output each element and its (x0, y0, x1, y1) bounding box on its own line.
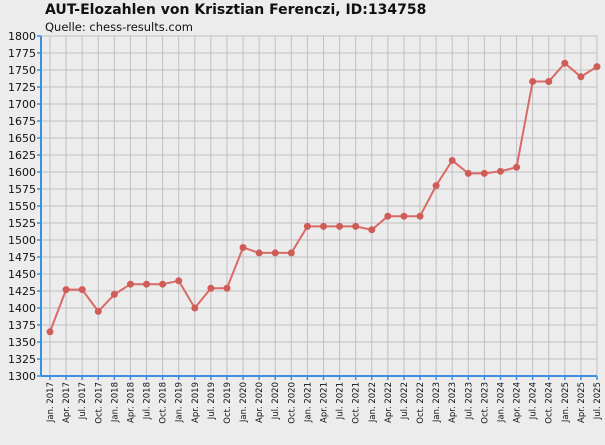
data-point (464, 169, 472, 177)
x-tick-label: Jul. 2019 (207, 382, 217, 420)
x-tick-label: Apr. 2020 (255, 382, 265, 423)
data-point (78, 286, 86, 294)
data-point (432, 182, 440, 190)
y-tick-label: 1725 (8, 81, 36, 94)
axes (37, 35, 598, 380)
y-tick-label: 1550 (8, 200, 36, 213)
x-tick-label: Jan. 2020 (239, 382, 249, 423)
x-tick-label: Jul. 2021 (336, 382, 346, 420)
data-point (496, 167, 504, 175)
x-tick-label: Apr. 2021 (320, 382, 330, 423)
y-tick-label: 1450 (8, 268, 36, 281)
y-tick-label: 1350 (8, 336, 36, 349)
data-point (191, 304, 199, 312)
x-tick-label: Jan. 2017 (46, 382, 56, 423)
y-tick-label: 1300 (8, 370, 36, 383)
y-tick-labels: 1300 1325 1350 1375 1400 1425 1450 1475 1500 1525… (8, 30, 36, 383)
y-tick-label: 1500 (8, 234, 36, 247)
data-point (480, 169, 488, 177)
data-point (110, 290, 118, 298)
y-tick-label: 1325 (8, 353, 36, 366)
y-tick-label: 1650 (8, 132, 36, 145)
x-tick-label: Apr. 2018 (126, 382, 136, 423)
data-point (175, 277, 183, 285)
x-tick-label: Oct. 2021 (352, 382, 362, 424)
data-point (368, 226, 376, 234)
x-tick-label: Jan. 2023 (432, 382, 442, 423)
x-tick-label: Jul. 2020 (271, 382, 281, 420)
data-point (62, 286, 70, 294)
y-tick-label: 1375 (8, 319, 36, 332)
x-tick-label: Jan. 2025 (561, 382, 571, 423)
data-point (271, 249, 279, 257)
data-point (384, 212, 392, 220)
x-tick-label: Jan. 2018 (110, 382, 120, 423)
data-point (448, 156, 456, 164)
series-layer (46, 59, 601, 336)
data-point (94, 307, 102, 315)
x-tick-label: Oct. 2023 (480, 382, 490, 424)
x-tick-label: Oct. 2024 (545, 382, 555, 424)
y-tick-label: 1475 (8, 251, 36, 264)
y-tick-label: 1525 (8, 217, 36, 230)
data-point (46, 328, 54, 336)
data-point (320, 222, 327, 230)
data-point (336, 222, 344, 230)
y-tick-label: 1425 (8, 285, 36, 298)
x-tick-label: Apr. 2022 (384, 382, 394, 423)
x-tick-label: Apr. 2025 (577, 382, 587, 423)
y-tick-label: 1700 (8, 98, 36, 111)
data-point (577, 73, 585, 81)
y-tick-label: 1750 (8, 64, 36, 77)
x-tick-label: Jul. 2018 (143, 382, 153, 420)
x-tick-label: Apr. 2017 (62, 382, 72, 423)
x-tick-label: Oct. 2018 (159, 382, 169, 424)
data-point (126, 280, 134, 288)
grid (41, 35, 598, 377)
y-tick-label: 1400 (8, 302, 36, 315)
data-point (239, 243, 247, 251)
data-point (545, 78, 553, 86)
y-tick-label: 1675 (8, 115, 36, 128)
x-tick-label: Apr. 2024 (513, 382, 523, 423)
data-point (159, 280, 167, 288)
data-point (223, 284, 231, 292)
data-point (529, 78, 537, 86)
data-point (287, 249, 295, 257)
data-point (352, 222, 360, 230)
x-tick-label: Jul. 2023 (464, 382, 474, 420)
data-point (416, 212, 424, 220)
data-point (400, 212, 408, 220)
data-point (561, 59, 569, 67)
chart-subtitle: Quelle: chess-results.com (45, 20, 193, 34)
y-tick-label: 1775 (8, 47, 36, 60)
x-tick-label: Jul. 2017 (78, 382, 88, 420)
x-tick-label: Oct. 2019 (223, 382, 233, 424)
data-point (207, 284, 215, 292)
x-tick-label: Jan. 2024 (496, 382, 506, 423)
y-tick-label: 1600 (8, 166, 36, 179)
chart-title: AUT-Elozahlen von Krisztian Ferenczi, ID… (45, 2, 427, 18)
x-tick-label: Oct. 2017 (94, 382, 104, 424)
x-tick-label: Oct. 2022 (416, 382, 426, 424)
x-tick-label: Apr. 2019 (191, 382, 201, 423)
x-tick-label: Jan. 2019 (175, 382, 185, 423)
x-tick-label: Jan. 2021 (303, 382, 313, 423)
y-tick-label: 1575 (8, 183, 36, 196)
x-tick-label: Jul. 2022 (400, 382, 410, 420)
data-point (255, 249, 263, 257)
x-tick-label: Apr. 2023 (448, 382, 458, 423)
x-tick-label: Jan. 2022 (368, 382, 378, 423)
data-point (513, 163, 521, 171)
data-point (593, 63, 601, 71)
x-tick-labels: Jan. 2017 Apr. 2017 Jul. 2017 Oct. 2017 Jan.… (46, 382, 603, 424)
y-tick-label: 1625 (8, 149, 36, 162)
data-point (143, 280, 151, 288)
y-tick-label: 1800 (8, 30, 36, 43)
x-tick-label: Jul. 2025 (593, 382, 603, 420)
data-point (303, 222, 311, 230)
x-tick-label: Oct. 2020 (287, 382, 297, 424)
x-tick-label: Jul. 2024 (529, 382, 539, 420)
